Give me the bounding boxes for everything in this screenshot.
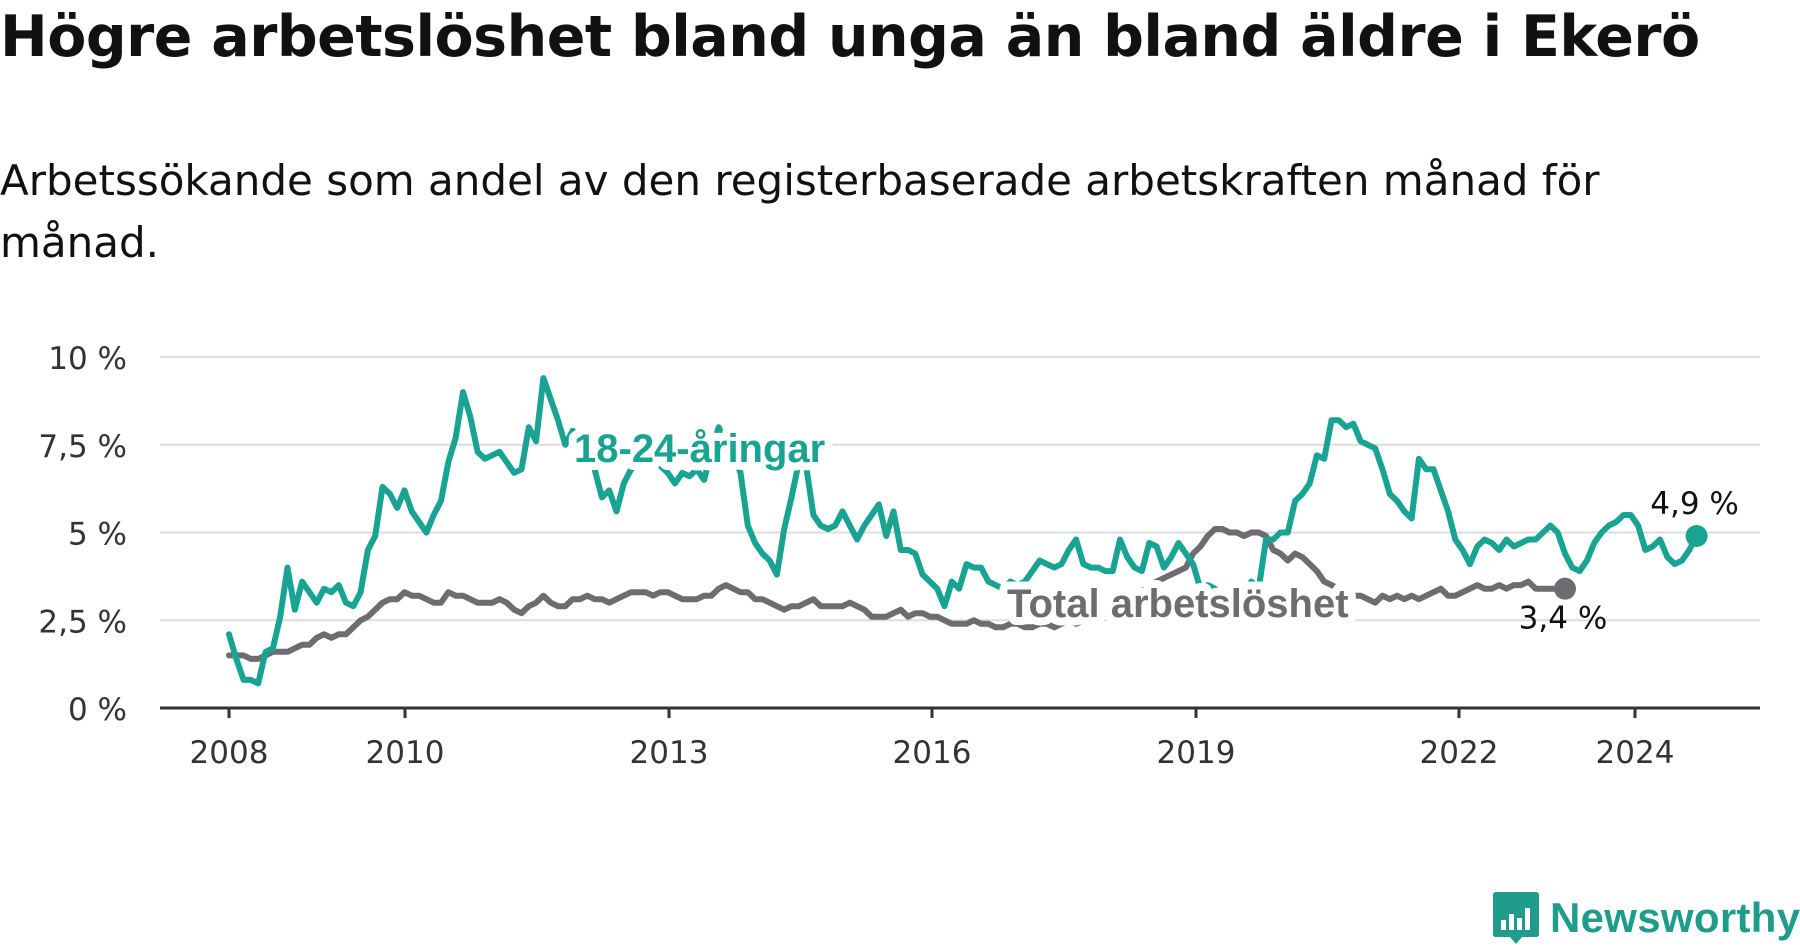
endpoint-marker-youth <box>1685 525 1708 548</box>
series-line-total <box>226 526 1568 662</box>
series-label-total: Total arbetslöshet <box>1007 582 1349 626</box>
x-axis: 2008 2010 2013 2016 2019 2022 2024 <box>160 706 1760 771</box>
series-label-total-halo: Total arbetslöshet <box>1007 582 1349 626</box>
y-tick-label: 10 % <box>48 341 127 377</box>
x-tick-label: 2013 <box>630 735 709 771</box>
chart-title: Högre arbetslöshet bland unga än bland ä… <box>0 4 1700 70</box>
x-tick-label: 2024 <box>1596 735 1675 771</box>
y-axis-ticks: 0 % 2,5 % 5 % 7,5 % 10 % <box>38 341 127 728</box>
newsworthy-wordmark: Newsworthy <box>1550 894 1800 941</box>
newsworthy-chart-icon <box>1493 892 1539 944</box>
chart-subtitle: Arbetssökande som andel av den registerb… <box>0 156 1600 267</box>
x-tick-label: 2008 <box>190 735 269 771</box>
endpoint-marker-total <box>1553 577 1576 600</box>
newsworthy-logo: Newsworthy <box>1492 890 1800 946</box>
y-tick-label: 0 % <box>68 692 127 728</box>
end-label-youth: 4,9 % <box>1650 486 1739 522</box>
series-lines <box>226 375 1708 687</box>
y-tick-label: 2,5 % <box>38 604 127 640</box>
x-tick-label: 2010 <box>366 735 445 771</box>
x-tick-label: 2016 <box>893 735 972 771</box>
end-label-total: 3,4 % <box>1519 601 1608 637</box>
x-tick-label: 2022 <box>1420 735 1499 771</box>
y-tick-label: 5 % <box>68 517 127 553</box>
series-label-youth: 18-24-åringar <box>574 427 825 471</box>
x-tick-label: 2019 <box>1157 735 1236 771</box>
annotations: 4,9 %3,4 %18-24-åringar18-24-åringarTota… <box>566 419 1739 637</box>
series-label-youth-halo: 18-24-åringar <box>574 427 825 471</box>
y-tick-label: 7,5 % <box>38 429 127 465</box>
series-line-youth <box>226 375 1700 687</box>
